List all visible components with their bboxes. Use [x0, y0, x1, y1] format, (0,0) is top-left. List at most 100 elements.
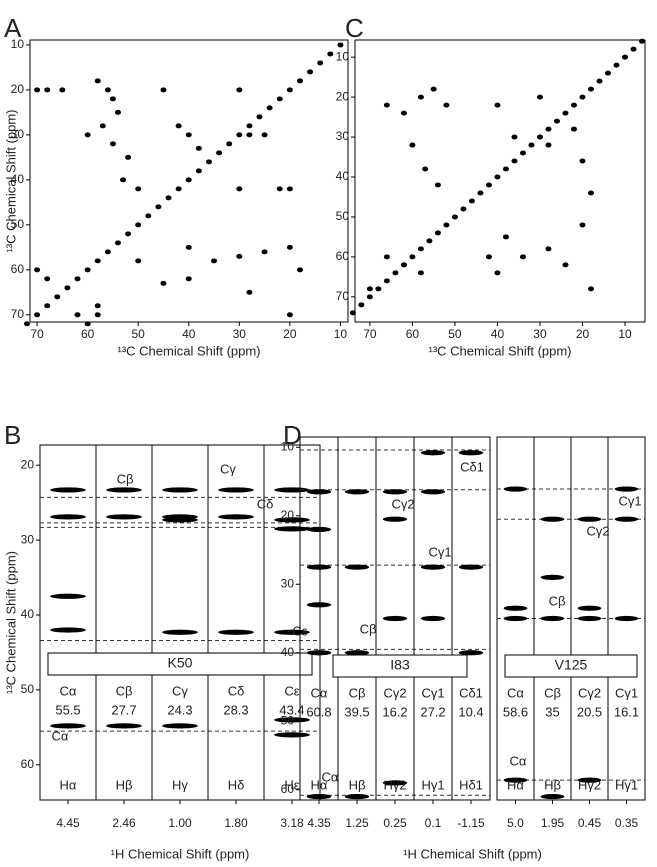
peak [236, 132, 243, 138]
strip-label: Hδ1 [459, 777, 483, 792]
peak [106, 487, 142, 493]
peak [286, 186, 293, 192]
peak [246, 132, 253, 138]
peak [84, 132, 91, 138]
y-tick-label: 60 [11, 262, 25, 276]
peak [344, 650, 370, 656]
strip-label: Hβ [544, 777, 561, 792]
peak [50, 723, 86, 729]
peak [246, 289, 253, 295]
peak [545, 142, 552, 148]
peak [162, 723, 198, 729]
peak [185, 276, 192, 282]
peak [185, 244, 192, 250]
peak [349, 310, 356, 316]
strip-label: Hγ [172, 777, 188, 792]
carbon-label: Cγ2 [383, 685, 406, 700]
peak [274, 517, 310, 523]
peak [50, 627, 86, 633]
plot-frame [354, 39, 646, 323]
peak [443, 102, 450, 108]
y-tick-label: 20 [336, 89, 350, 103]
peak [165, 195, 172, 201]
peak [417, 270, 424, 276]
peak [307, 69, 314, 75]
y-tick-label: 60 [281, 782, 295, 796]
carbon-label: Cα [60, 683, 77, 698]
strip-label: Hα [507, 777, 524, 792]
y-tick-label: 50 [11, 217, 25, 231]
peak [306, 489, 332, 495]
peak [109, 96, 116, 102]
peak [195, 168, 202, 174]
peak [358, 302, 365, 308]
peak [622, 54, 629, 60]
peak [614, 516, 639, 522]
residue-label: K50 [168, 655, 193, 671]
peak [296, 267, 303, 273]
peak [587, 86, 594, 92]
x-tick-label: 1.80 [224, 816, 248, 830]
carbon-shift: 27.7 [111, 702, 136, 717]
peak [519, 254, 526, 260]
carbon-label: Cγ1 [421, 685, 444, 700]
carbon-label: Cα [311, 685, 328, 700]
strip-label: Hγ2 [383, 777, 406, 792]
peak-annotation: Cγ2 [391, 496, 414, 511]
peak [579, 158, 586, 164]
peak [261, 249, 268, 255]
peak [216, 150, 223, 156]
panel-label: B [4, 420, 21, 450]
y-tick-label: 30 [281, 576, 295, 590]
x-axis-label: ¹H Chemical Shift (ppm) [111, 846, 250, 861]
peak [434, 182, 441, 188]
panel-label: A [4, 13, 22, 43]
x-tick-label: 60 [406, 327, 420, 341]
peak [106, 514, 142, 520]
strip-label: Hα [311, 777, 328, 792]
x-tick-label: 60 [81, 327, 95, 341]
peak-annotation: Cγ2 [586, 523, 609, 538]
peak [94, 78, 101, 84]
carbon-shift: 55.5 [55, 702, 80, 717]
y-tick-label: 60 [336, 249, 350, 263]
peak [503, 777, 528, 783]
x-tick-label: -1.15 [457, 816, 485, 830]
peak [458, 650, 484, 656]
peak [104, 87, 111, 93]
peak [540, 516, 565, 522]
x-tick-label: 0.25 [383, 816, 407, 830]
x-tick-label: 10 [334, 327, 348, 341]
peak [528, 142, 535, 148]
peak [274, 487, 310, 493]
peak [614, 615, 639, 622]
peak [23, 321, 30, 327]
peak [458, 450, 484, 456]
carbon-shift: 28.3 [223, 702, 248, 717]
peak [494, 102, 501, 108]
peak [577, 777, 602, 783]
peak [366, 286, 373, 292]
x-tick-label: 0.35 [615, 816, 639, 830]
peak [420, 564, 446, 570]
peak [519, 150, 526, 156]
peak [417, 246, 424, 252]
peak-annotation: Cδ [257, 496, 274, 511]
x-tick-label: 1.95 [541, 816, 565, 830]
residue-box [47, 652, 313, 676]
residue-label: V125 [555, 657, 588, 673]
peak [422, 166, 429, 172]
peak [59, 87, 66, 93]
peak-annotation: Cγ1 [618, 493, 641, 508]
peak [458, 564, 484, 570]
y-tick-label: 40 [11, 172, 25, 186]
peak [286, 87, 293, 93]
peak [246, 123, 253, 129]
peak [114, 109, 121, 115]
peak [74, 312, 81, 318]
strip-label: Hα [60, 777, 77, 792]
peak [125, 231, 132, 237]
peak [502, 234, 509, 240]
carbon-shift: 16.2 [382, 704, 407, 719]
peak [162, 517, 198, 523]
